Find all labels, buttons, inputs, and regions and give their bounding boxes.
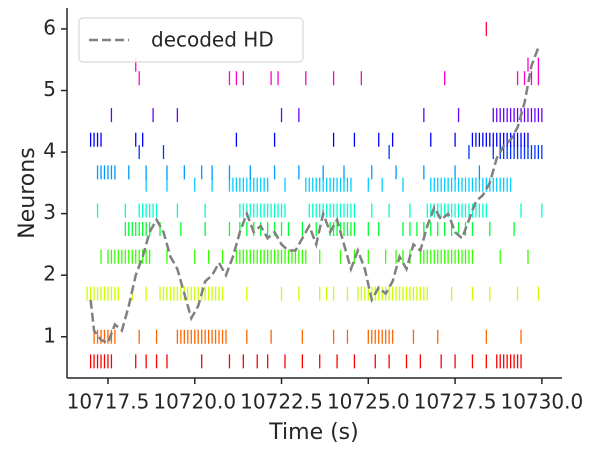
x-tick-label: 10720.0 bbox=[153, 390, 236, 414]
x-tick-label: 10717.5 bbox=[67, 390, 150, 414]
y-axis-label: Neurons bbox=[15, 147, 40, 238]
legend-box bbox=[78, 17, 304, 63]
y-tick-label: 3 bbox=[43, 200, 56, 224]
decoded-line bbox=[89, 46, 540, 345]
x-tick-label: 10727.5 bbox=[414, 390, 497, 414]
legend-label: decoded HD bbox=[151, 28, 274, 52]
x-tick-label: 10725.0 bbox=[327, 390, 410, 414]
y-tick-label: 6 bbox=[43, 15, 56, 39]
x-tick-label: 10722.5 bbox=[240, 390, 323, 414]
x-tick-label: 10730.0 bbox=[501, 390, 584, 414]
y-tick-label: 1 bbox=[43, 323, 56, 347]
x-axis-label: Time (s) bbox=[268, 420, 358, 445]
y-tick-label: 2 bbox=[43, 262, 56, 286]
y-tick-label: 5 bbox=[43, 77, 56, 101]
y-tick-label: 4 bbox=[43, 139, 56, 163]
